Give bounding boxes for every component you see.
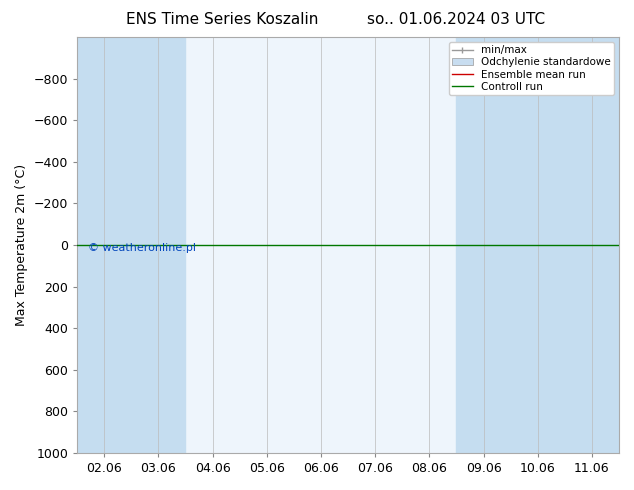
Bar: [510, 37, 565, 453]
Y-axis label: Max Temperature 2m (°C): Max Temperature 2m (°C): [15, 164, 28, 326]
Bar: [565, 37, 619, 453]
Bar: [456, 37, 510, 453]
Text: so.. 01.06.2024 03 UTC: so.. 01.06.2024 03 UTC: [368, 12, 545, 27]
Bar: [77, 37, 131, 453]
Legend: min/max, Odchylenie standardowe, Ensemble mean run, Controll run: min/max, Odchylenie standardowe, Ensembl…: [449, 42, 614, 95]
Bar: [131, 37, 186, 453]
Text: ENS Time Series Koszalin: ENS Time Series Koszalin: [126, 12, 318, 27]
Text: © weatheronline.pl: © weatheronline.pl: [88, 243, 196, 253]
